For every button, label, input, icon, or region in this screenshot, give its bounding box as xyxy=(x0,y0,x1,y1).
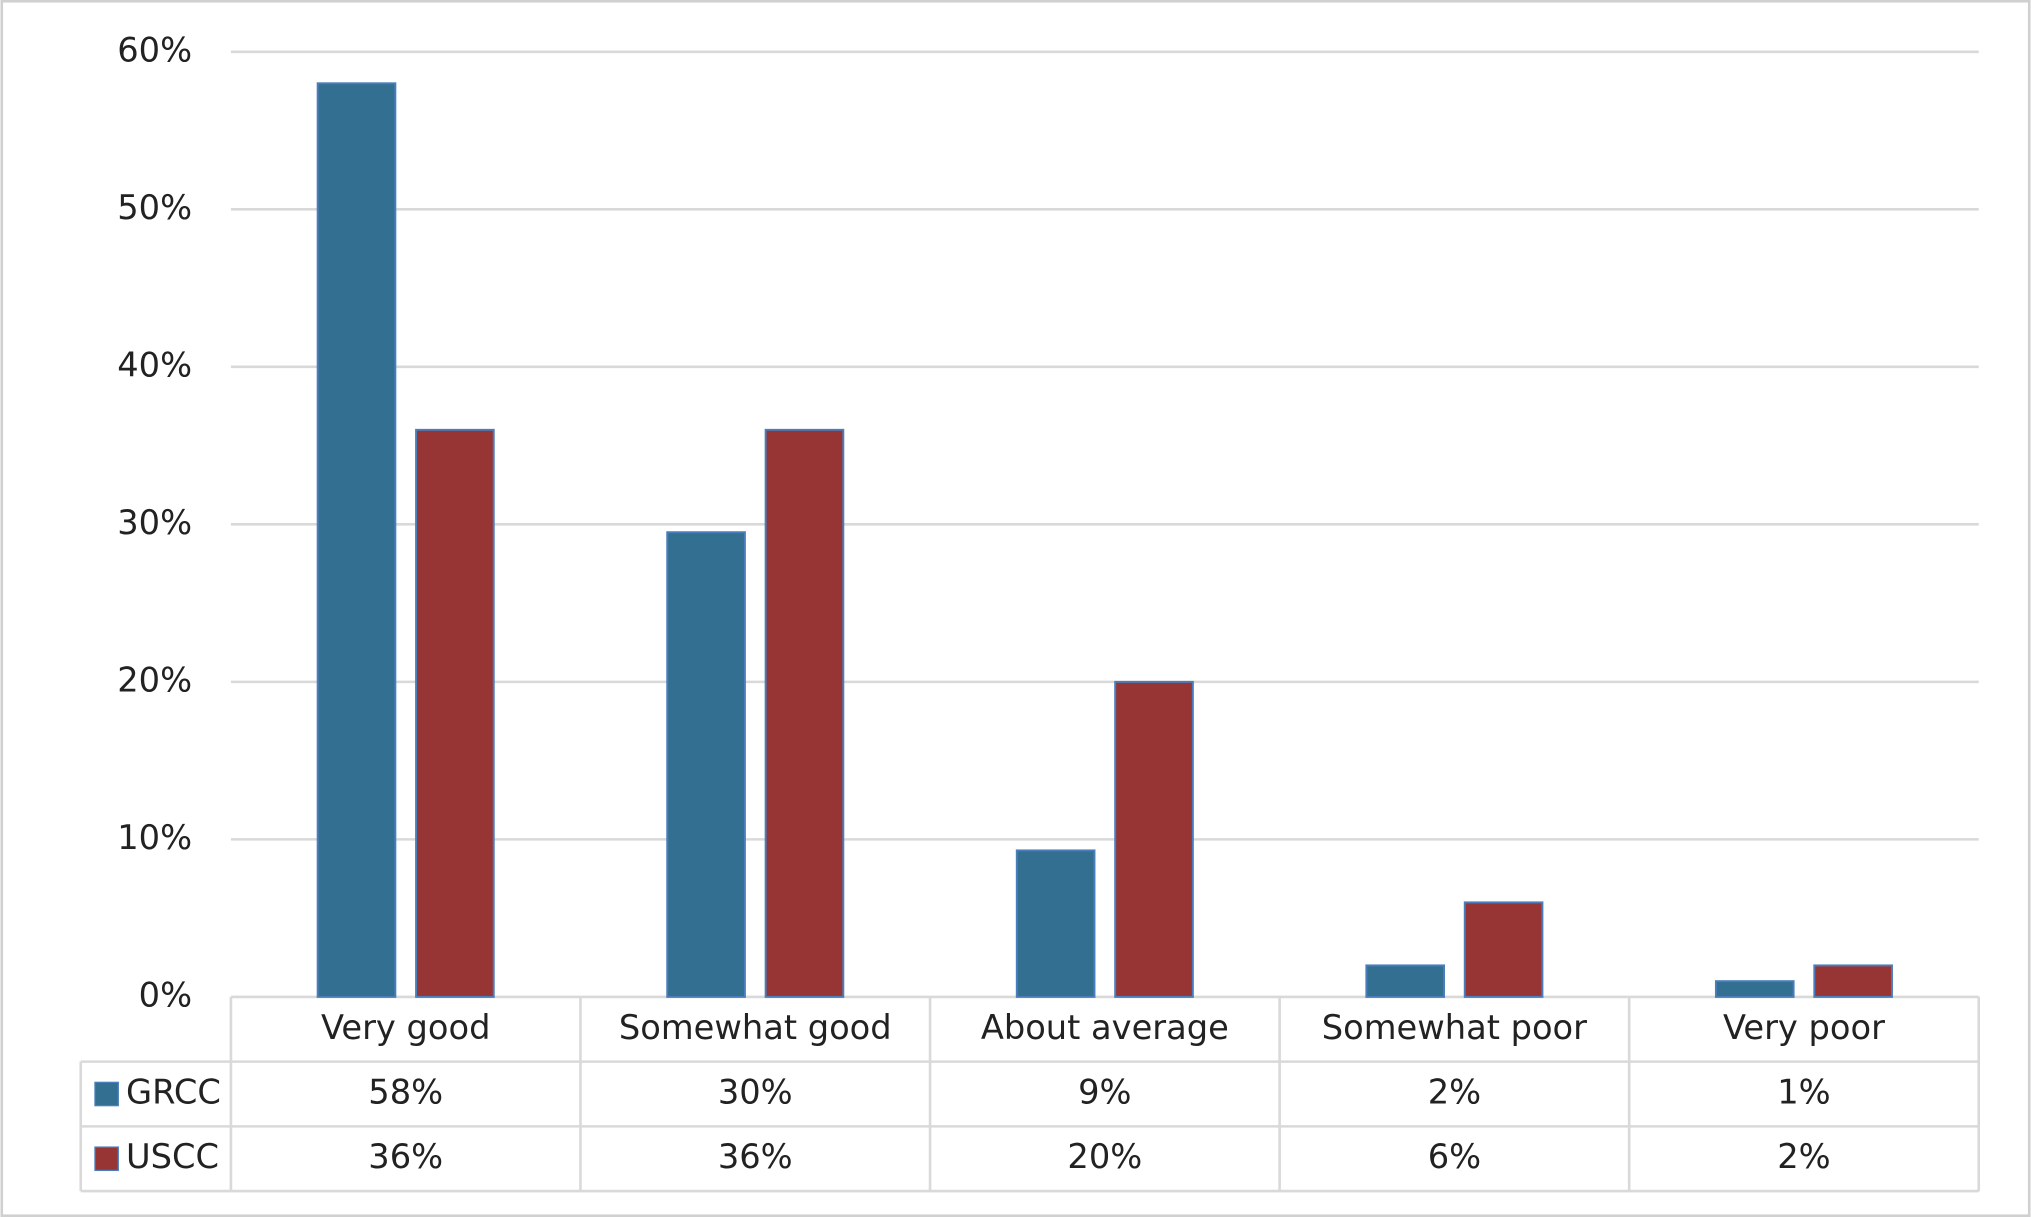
table-value: 36% xyxy=(368,1137,443,1176)
bar xyxy=(666,531,746,998)
legend-key xyxy=(94,1081,119,1107)
y-tick-label: 50% xyxy=(117,188,192,227)
x-tick-label: Very poor xyxy=(1723,1008,1885,1047)
y-tick-label: 0% xyxy=(139,975,192,1014)
y-tick-label: 40% xyxy=(117,345,192,384)
table-value: 58% xyxy=(368,1073,443,1112)
y-tick-label: 30% xyxy=(117,503,192,542)
bar xyxy=(1114,680,1194,998)
table-value: 2% xyxy=(1428,1073,1481,1112)
table-value: 6% xyxy=(1428,1137,1481,1176)
bar xyxy=(316,82,397,998)
table-value: 1% xyxy=(1777,1073,1830,1112)
legend-label: GRCC xyxy=(126,1073,221,1112)
table-value: 9% xyxy=(1078,1073,1131,1112)
table-value: 20% xyxy=(1067,1137,1142,1176)
bar xyxy=(764,428,845,998)
table-value: 36% xyxy=(718,1137,793,1176)
x-tick-label: Very good xyxy=(321,1008,490,1047)
bar xyxy=(1813,964,1893,998)
x-tick-label: Somewhat good xyxy=(619,1008,892,1047)
x-tick-label: Somewhat poor xyxy=(1322,1008,1587,1047)
bar xyxy=(415,428,495,998)
y-tick-label: 10% xyxy=(117,818,192,857)
y-tick-label: 60% xyxy=(117,30,192,69)
legend-key xyxy=(94,1146,119,1172)
bar xyxy=(1714,980,1795,998)
bar xyxy=(1015,849,1096,998)
y-tick-label: 20% xyxy=(117,660,192,699)
x-tick-label: About average xyxy=(981,1008,1229,1047)
bar xyxy=(1365,964,1446,998)
table-value: 30% xyxy=(718,1073,793,1112)
bar xyxy=(1463,901,1544,998)
table-value: 2% xyxy=(1777,1137,1830,1176)
legend-label: USCC xyxy=(126,1137,219,1176)
